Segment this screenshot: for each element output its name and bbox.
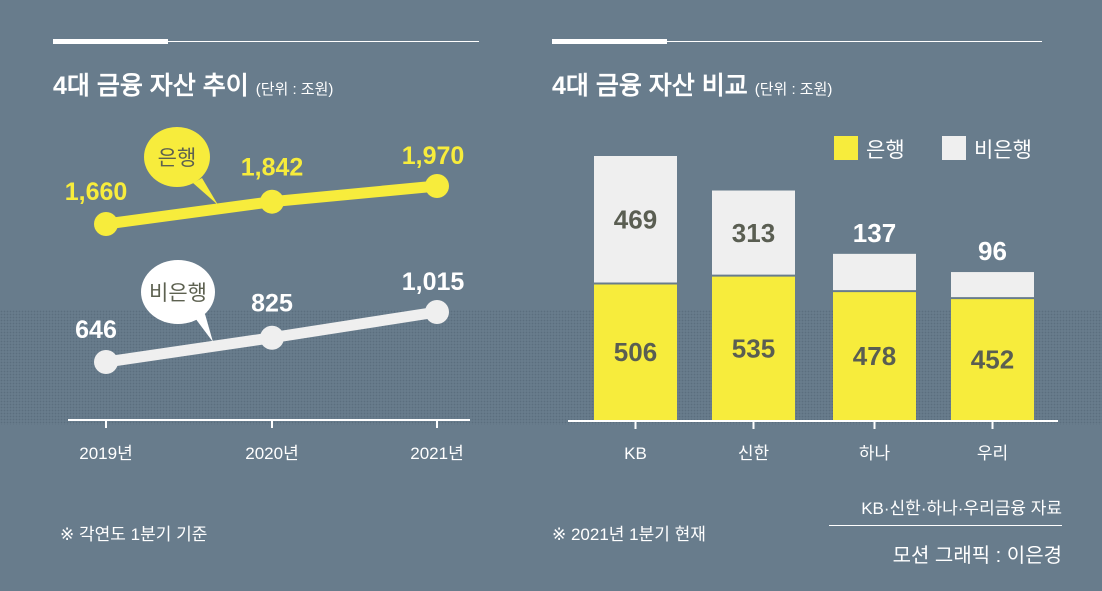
bubble-label-bank: 은행 [158,147,197,170]
category-label: KB [624,444,647,463]
bar-nonbank [833,253,916,292]
category-label: 우리 [977,444,1008,463]
data-label: 825 [251,290,293,318]
bar-label-bank: 535 [732,333,775,363]
credit-divider [829,525,1062,526]
bar-bank [951,298,1034,421]
left-chart-title: 4대 금융 자산 추이 (단위 : 조원) [53,66,333,102]
left-title-text: 4대 금융 자산 추이 [53,72,249,100]
bar-bank [833,291,916,421]
credit-text: 모션 그래픽 : 이은경 [892,545,1062,567]
data-point [94,212,118,236]
legend-swatch-nonbank [942,136,966,160]
texture-band [0,310,1102,425]
bubble-nonbank [141,260,215,324]
bar-label-bank: 506 [614,337,657,367]
legend-label-nonbank: 비은행 [974,139,1032,162]
bar-nonbank [951,272,1034,299]
bar-nonbank [712,190,795,276]
data-point [260,325,284,350]
data-label: 1,842 [241,154,304,182]
data-label: 1,660 [65,178,128,206]
category-label: 신한 [738,444,770,463]
data-label: 646 [75,316,117,344]
data-point [94,350,118,374]
category-label: 하나 [859,444,891,463]
data-label: 1,015 [402,268,465,296]
bar-label-nonbank: 96 [978,236,1007,266]
x-tick-label: 2019년 [79,444,132,463]
right-unit: (단위 : 조원) [754,81,833,98]
legend-label-bank: 은행 [866,139,905,162]
bar-label-bank: 478 [853,341,896,371]
bubble-tail-bank [193,178,218,205]
right-chart-title: 4대 금융 자산 비교 (단위 : 조원) [552,66,832,102]
data-point [425,174,449,198]
bar-bank [594,283,677,421]
bubble-tail-nonbank [195,314,213,342]
data-label: 1,970 [402,142,465,170]
legend-swatch-bank [834,136,858,160]
bar-label-nonbank: 137 [853,218,896,248]
bar-label-bank: 452 [971,345,1014,375]
right-title-text: 4대 금융 자산 비교 [552,72,748,100]
left-unit: (단위 : 조원) [255,81,334,98]
x-tick-label: 2020년 [245,444,298,463]
bar-label-nonbank: 469 [614,205,657,235]
data-point [425,300,449,324]
bar-label-nonbank: 313 [732,218,775,248]
data-point [260,189,284,214]
bubble-label-nonbank: 비은행 [149,282,207,305]
bar-nonbank [594,156,677,284]
right-footnote: ※ 2021년 1분기 현재 [552,525,706,544]
bar-bank [712,275,795,421]
x-tick-label: 2021년 [410,444,463,463]
left-footnote: ※ 각연도 1분기 기준 [60,525,208,544]
bubble-bank [144,127,210,187]
source-text: KB·신한·하나·우리금융 자료 [861,499,1062,518]
